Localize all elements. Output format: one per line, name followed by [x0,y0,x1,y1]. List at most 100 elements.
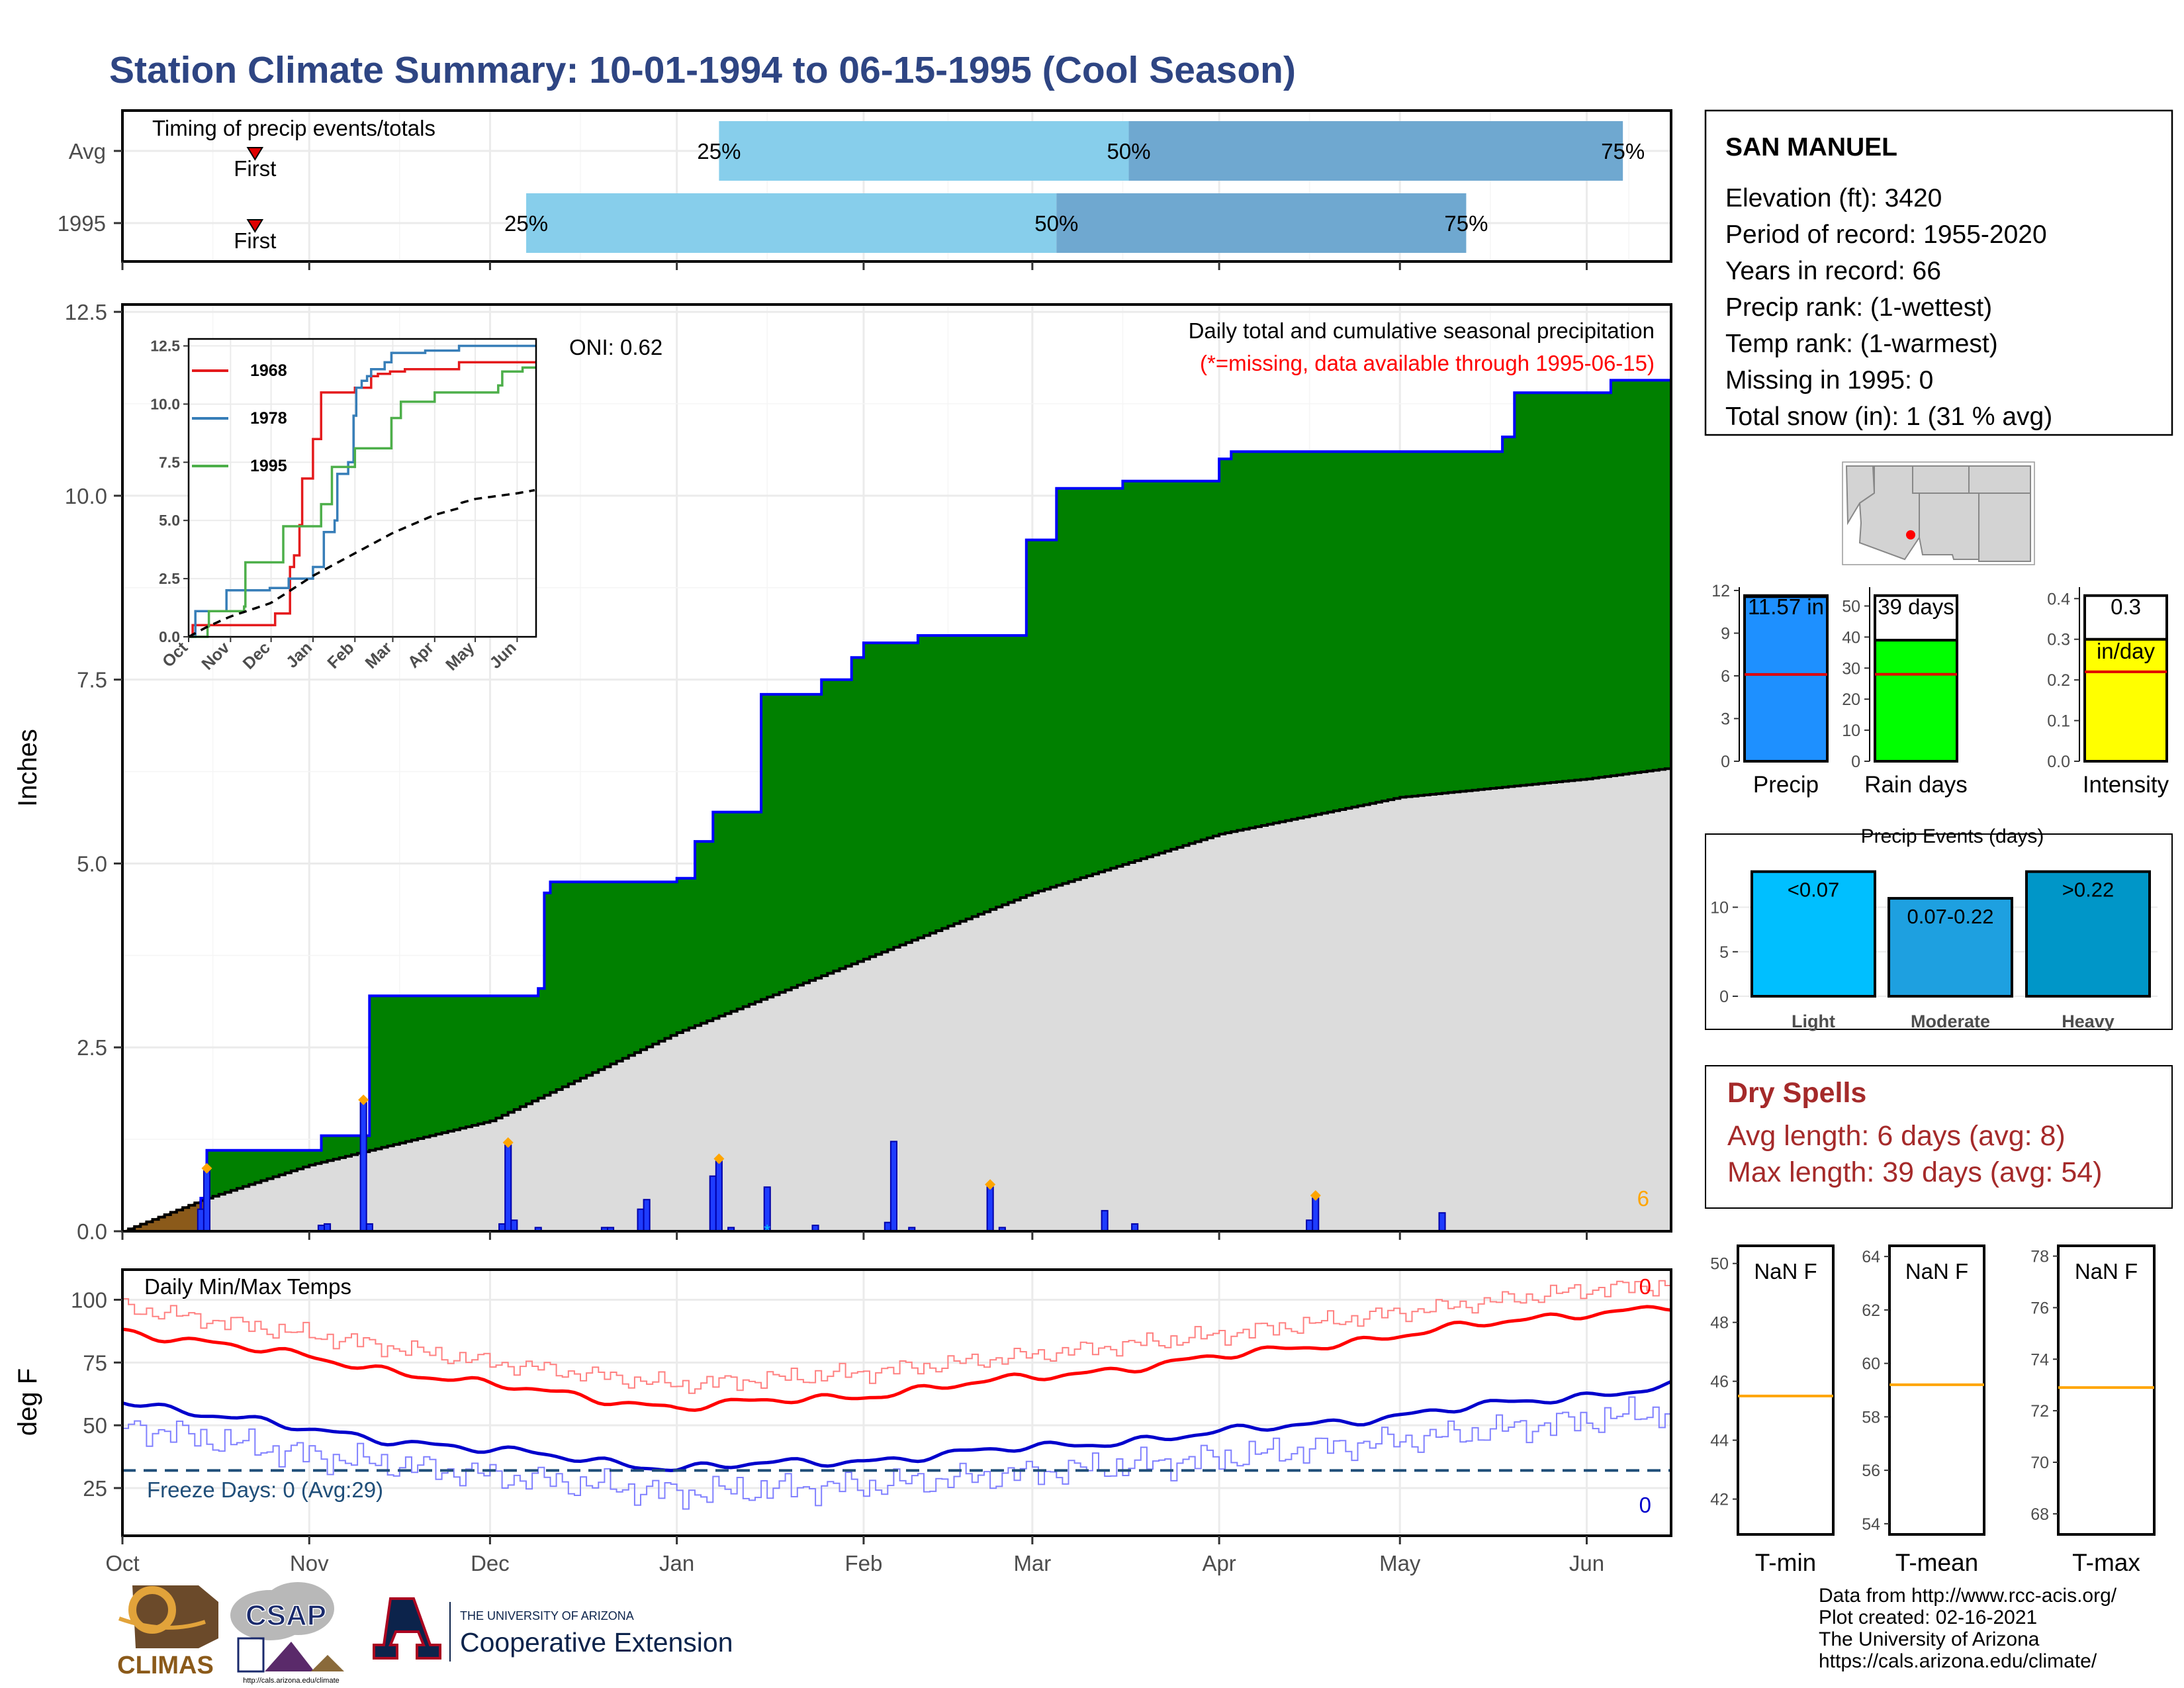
extreme-marker-icon [358,1094,369,1105]
x-tick-label: Apr [1202,1551,1236,1575]
legend-label: 1995 [250,457,287,475]
tmin-average-line [122,1380,1672,1472]
dry-spells-title: Dry Spells [1727,1077,1866,1109]
temp-box [2057,1244,2156,1536]
summary-tick-label: 0.0 [2047,753,2070,771]
freeze-days-label: Freeze Days: 0 (Avg:29) [147,1477,383,1502]
temp-box-tick-label: 50 [1710,1255,1729,1274]
events-title: Precip Events (days) [1861,825,2044,847]
temp-box-tick-label: 46 [1710,1373,1729,1391]
missing-count: 6 [1637,1186,1649,1211]
station-info-line: Elevation (ft): 3420 [1725,184,1942,212]
average-precip-area [122,768,1671,1231]
first-marker-icon [246,147,264,161]
temp-lines [122,1280,1672,1510]
summary-tick-label: 0.3 [2047,631,2070,649]
legend-label: 1978 [250,409,287,428]
temp-box-label: T-min [1755,1549,1817,1576]
temp-box-tick-label: 56 [1862,1462,1880,1480]
event-bar-code: <0.07 [1788,878,1839,902]
timing-q2-bar [1128,121,1623,181]
x-tick-label: Jun [1569,1551,1604,1575]
daily-precip-bar [1306,1219,1314,1233]
main-y-label: Inches [13,729,42,807]
shared-x-axis: Oct Nov Dec Jan Feb Mar Apr May Jun [105,1231,1604,1575]
timing-q1-bar [526,193,1057,253]
timing-q2-bar [1056,193,1467,253]
csap-url: http://cals.arizona.edu/climate [243,1677,340,1685]
temperature-panel: 25 50 75 100 Daily Min/Max Temps deg F Free… [13,1231,1672,1575]
main-y-axis: 0.0 2.5 5.0 7.5 10.0 12.5 [65,300,122,1244]
timing-labels: 25%50%75%FirstLastAvg25%50%75%FirstLast1… [58,139,1645,270]
inset-y-tick-label: 0.0 [159,628,180,645]
summary-bar-label: Precip [1753,772,1819,798]
dry-spells-box: Dry Spells Avg length: 6 days (avg: 8) M… [1705,1065,2173,1209]
inset-y-tick-label: 12.5 [150,338,180,355]
event-bar-label: Moderate [1911,1011,1990,1031]
climas-logo: CLIMAS [117,1585,218,1679]
temp-box-value: NaN F [1754,1259,1817,1284]
main-y-tick-label: 12.5 [65,300,107,324]
event-bar-label: Light [1792,1011,1835,1031]
temp-y-tick-label: 100 [71,1288,107,1313]
summary-tick-label: 10 [1842,722,1860,740]
events-tick-label: 0 [1719,988,1729,1006]
footer-line: https://cals.arizona.edu/climate/ [1819,1650,2097,1672]
summary-tick-label: 0.4 [2047,590,2070,608]
summary-tick-label: 50 [1842,597,1860,616]
inset-y-tick-label: 10.0 [150,395,180,412]
summary-value-label: 39 days [1878,594,1954,619]
temperature-boxes: 42 44 46 48 50 NaN F T-min 54 56 58 60 62 64 NaN F T-m… [1710,1244,2156,1576]
station-info-line: Precip rank: (1-wettest) [1725,293,1992,322]
temp-box-tick-label: 70 [2030,1454,2049,1472]
timing-title: Timing of precip events/totals [152,116,435,140]
summary-tick-label: 0.2 [2047,671,2070,690]
x-tick-label: Nov [290,1551,329,1575]
station-info-line: Total snow (in): 1 (31 % avg) [1725,402,2052,431]
event-bar-code: 0.07-0.22 [1907,905,1994,928]
tmax-average-line [122,1305,1672,1412]
daily-precip-bar [889,1141,898,1233]
temp-box-label: T-max [2072,1549,2140,1576]
temp-y-tick-label: 50 [83,1413,107,1438]
event-bar [2025,870,2151,998]
temp-box [1888,1244,1985,1536]
station-name: SAN MANUEL [1725,133,1897,162]
ua-big-text: Cooperative Extension [460,1627,733,1658]
precip-events-chart: Precip Events (days) 0 5 10 <0.07 Light 0.07-… [1705,825,2173,1031]
daily-precip-bar [986,1186,994,1233]
daily-precip-bar [203,1170,210,1233]
x-tick-label: Feb [844,1551,882,1575]
timing-row-label: Avg [69,139,106,164]
x-tick-label: Dec [471,1551,510,1575]
daily-precip-bar [715,1160,723,1233]
temp-title: Daily Min/Max Temps [144,1274,351,1299]
ua-small-text: THE UNIVERSITY OF ARIZONA [460,1609,634,1622]
inset-average-line [188,489,535,638]
event-bar-code: >0.22 [2062,878,2114,902]
inset-line-1968 [189,361,536,638]
temp-box-tick-label: 54 [1862,1515,1880,1534]
daily-precip-bar [197,1208,205,1232]
summary-bar-frame [1743,594,1829,598]
temp-y-axis: 25 50 75 100 [71,1288,122,1501]
summary-tick-label: 30 [1842,659,1860,678]
daily-precip-bar [709,1175,717,1232]
summary-tick-label: 9 [1721,625,1730,643]
timing-p25-label: 25% [697,139,741,164]
summary-value-label: 0.3 [2111,594,2141,619]
temp-box-tick-label: 42 [1710,1491,1729,1509]
first-marker-icon [246,219,264,233]
precip-panel: * 0.02.55.07.510.012.5 Inches ONI: 0.62 … [13,300,1672,1244]
station-info-line: Temp rank: (1-warmest) [1725,330,1998,358]
x-tick-label: Jan [659,1551,694,1575]
inset-y-tick-label: 5.0 [159,512,180,529]
events-tick-label: 10 [1710,899,1729,917]
summary-tick-label: 0.1 [2047,712,2070,731]
daily-precip-bar [1312,1197,1320,1232]
timing-p50-label: 50% [1107,139,1151,164]
summary-tick-label: 0 [1851,753,1860,771]
temp-box-tick-label: 48 [1710,1314,1729,1333]
